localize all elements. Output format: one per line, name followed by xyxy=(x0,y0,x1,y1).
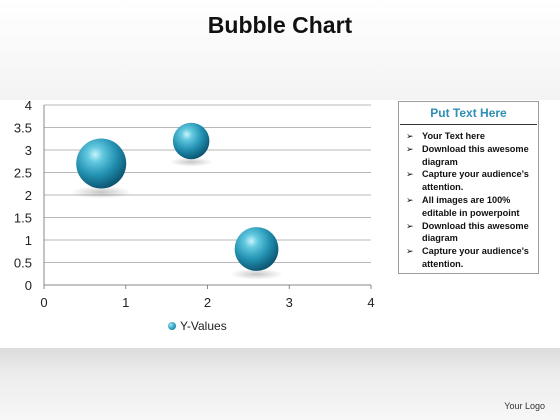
bullet-item: ➢ Download this awesome diagram xyxy=(406,220,538,246)
arrow-bullet-icon: ➢ xyxy=(406,168,414,181)
arrow-bullet-icon: ➢ xyxy=(406,245,414,258)
bubble-point xyxy=(173,123,210,160)
bubble-point xyxy=(76,139,126,189)
bullet-item: ➢ Your Text here xyxy=(406,130,538,143)
y-tick-label: 3.5 xyxy=(14,121,32,136)
x-tick-label: 1 xyxy=(122,295,129,310)
y-tick-label: 2.5 xyxy=(14,166,32,181)
bullet-item: ➢ Capture your audience’s attention. xyxy=(406,168,538,194)
bullet-text: All images are 100% editable in powerpoi… xyxy=(422,195,520,218)
bullet-text: Capture your audience’s attention. xyxy=(422,169,529,192)
arrow-bullet-icon: ➢ xyxy=(406,143,414,156)
arrow-bullet-icon: ➢ xyxy=(406,130,414,143)
y-tick-label: 3 xyxy=(25,143,32,158)
x-tick-label: 2 xyxy=(204,295,211,310)
y-tick-label: 1.5 xyxy=(14,211,32,226)
bullet-text: Download this awesome diagram xyxy=(422,144,529,167)
y-tick-label: 4 xyxy=(25,98,32,113)
bullet-text: Your Text here xyxy=(422,131,485,141)
panel-divider xyxy=(400,124,537,125)
x-tick-label: 0 xyxy=(40,295,47,310)
arrow-bullet-icon: ➢ xyxy=(406,220,414,233)
bullet-item: ➢ Download this awesome diagram xyxy=(406,143,538,169)
bullet-text: Download this awesome diagram xyxy=(422,221,529,244)
bubble-point xyxy=(235,227,279,271)
bullet-item: ➢ All images are 100% editable in powerpo… xyxy=(406,194,538,220)
y-tick-label: 0 xyxy=(25,278,32,293)
chart-legend: Y-Values xyxy=(168,318,227,334)
y-tick-label: 0.5 xyxy=(14,256,32,271)
logo-text: Your Logo xyxy=(504,401,545,411)
x-tick-label: 3 xyxy=(286,295,293,310)
panel-heading: Put Text Here xyxy=(398,106,539,120)
y-tick-label: 1 xyxy=(25,233,32,248)
y-tick-label: 2 xyxy=(25,188,32,203)
x-tick-label: 4 xyxy=(367,295,374,310)
legend-swatch xyxy=(168,322,176,330)
panel-bullet-list: ➢ Your Text here ➢ Download this awesome d… xyxy=(406,130,538,271)
bullet-text: Capture your audience’s attention. xyxy=(422,246,529,269)
legend-label: Y-Values xyxy=(180,319,227,333)
arrow-bullet-icon: ➢ xyxy=(406,194,414,207)
bullet-item: ➢ Capture your audience’s attention. xyxy=(406,245,538,271)
